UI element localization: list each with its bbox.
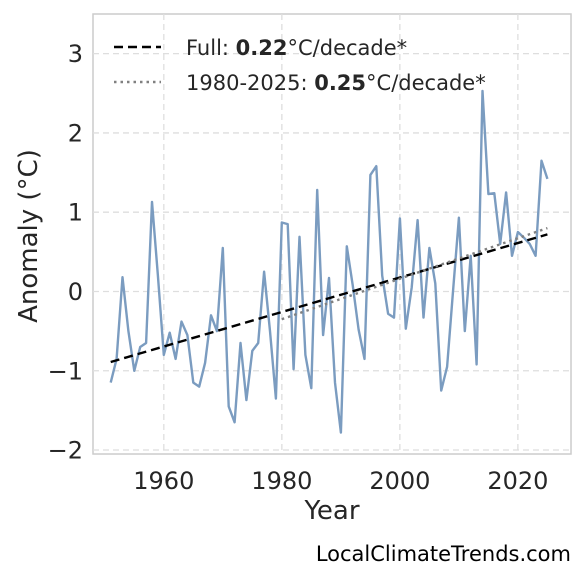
legend-recent-label: 1980-2025: 0.25°C/decade* — [186, 71, 486, 95]
y-tick-label: 0 — [68, 278, 83, 306]
legend-full-label: Full: 0.22°C/decade* — [186, 36, 407, 60]
legend: Full: 0.22°C/decade*1980-2025: 0.25°C/de… — [114, 36, 486, 95]
legend-unit: °C/decade* — [366, 71, 486, 95]
legend-unit: °C/decade* — [288, 36, 408, 60]
y-tick-label: −1 — [48, 357, 83, 385]
anomaly-series-line — [109, 89, 549, 434]
legend-period: 1980-2025: — [186, 71, 314, 95]
x-axis-label: Year — [303, 496, 359, 526]
x-tick-label: 1960 — [133, 467, 194, 495]
legend-rate: 0.22 — [236, 36, 288, 60]
full-trend-line — [110, 233, 548, 364]
recent-trend-line — [281, 226, 548, 321]
legend-rate: 0.25 — [314, 71, 366, 95]
axis-ticks: 1960 1980 2000 2020 −2 −1 0 1 2 3 — [48, 40, 549, 495]
x-tick-label: 1980 — [251, 467, 312, 495]
y-axis-label: Anomaly (°C) — [14, 149, 44, 323]
y-tick-label: 2 — [68, 119, 83, 147]
y-tick-label: 1 — [68, 199, 83, 227]
legend-period: Full: — [186, 36, 236, 60]
series-layer — [109, 89, 549, 434]
y-tick-label: −2 — [48, 437, 83, 465]
plot-area — [92, 13, 572, 455]
y-tick-label: 3 — [68, 40, 83, 68]
x-tick-label: 2000 — [369, 467, 430, 495]
site-credit: LocalClimateTrends.com — [316, 542, 571, 566]
x-tick-label: 2020 — [487, 467, 548, 495]
